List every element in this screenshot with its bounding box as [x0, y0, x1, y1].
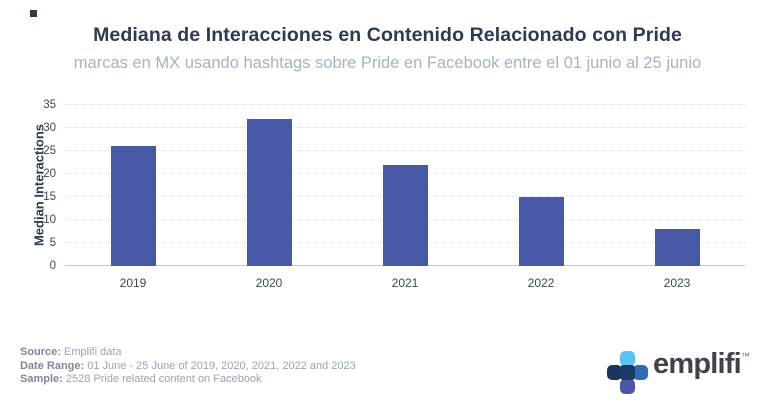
emplifi-logo: emplifi™: [606, 348, 756, 396]
footer-sample-label: Sample:: [20, 373, 63, 385]
x-tick-label-2020: 2020: [255, 276, 283, 290]
y-tick-label-30: 30: [43, 122, 56, 134]
footer-source-label: Source:: [20, 346, 61, 358]
logo-petal-center: [620, 365, 635, 380]
gridline-25: [65, 150, 745, 151]
gridline-35: [65, 104, 745, 105]
y-tick-label-5: 5: [49, 237, 56, 249]
footer: Source: Emplifi data Date Range: 01 June…: [20, 346, 356, 387]
logo-petal-bottom: [620, 379, 635, 394]
y-tick-label-15: 15: [43, 191, 56, 203]
trademark-symbol: ™: [740, 351, 750, 361]
logo-wordmark-text: emplifi: [653, 348, 742, 380]
x-tick-label-2019: 2019: [119, 276, 147, 290]
logo-petal-left: [607, 365, 622, 380]
y-tick-label-25: 25: [43, 145, 56, 157]
y-tick-label-20: 20: [43, 168, 56, 180]
emplifi-logo-icon: [607, 351, 648, 394]
bar-2023: [654, 229, 700, 266]
x-tick-label-2022: 2022: [527, 276, 555, 290]
chart-subtitle: marcas en MX usando hashtags sobre Pride…: [73, 54, 702, 72]
gridline-30: [65, 127, 745, 128]
legend-marker: [30, 10, 37, 17]
x-tick-label-2021: 2021: [391, 276, 419, 290]
y-axis-ticks: 0 5 10 15 20 25 30 35: [0, 99, 56, 272]
x-tick-label-2023: 2023: [663, 276, 691, 290]
bar-2022: [518, 197, 564, 266]
footer-line-daterange: Date Range: 01 June - 25 June of 2019, 2…: [20, 360, 356, 374]
logo-petal-right: [633, 365, 648, 380]
chart-title: Mediana de Interacciones en Contenido Re…: [93, 24, 682, 46]
footer-daterange-label: Date Range:: [20, 359, 85, 372]
y-tick-label-35: 35: [43, 99, 56, 111]
bar-2019: [110, 146, 156, 266]
bar-2020: [246, 118, 292, 266]
footer-daterange-value: 01 June - 25 June of 2019, 2020, 2021, 2…: [84, 359, 356, 372]
logo-petal-top: [620, 351, 635, 366]
y-tick-label-10: 10: [43, 214, 56, 226]
y-tick-label-0: 0: [49, 260, 56, 272]
logo-wordmark: emplifi™: [653, 348, 750, 381]
footer-line-sample: Sample: 2528 Pride related content on Fa…: [20, 373, 356, 387]
plot-area: 2019 2020 2021 2022 2023: [65, 104, 745, 290]
footer-source-value: Emplifi data: [60, 346, 122, 358]
footer-line-source: Source: Emplifi data: [20, 346, 356, 360]
footer-sample-value: 2528 Pride related content on Facebook: [62, 373, 262, 385]
bar-2021: [382, 164, 428, 266]
